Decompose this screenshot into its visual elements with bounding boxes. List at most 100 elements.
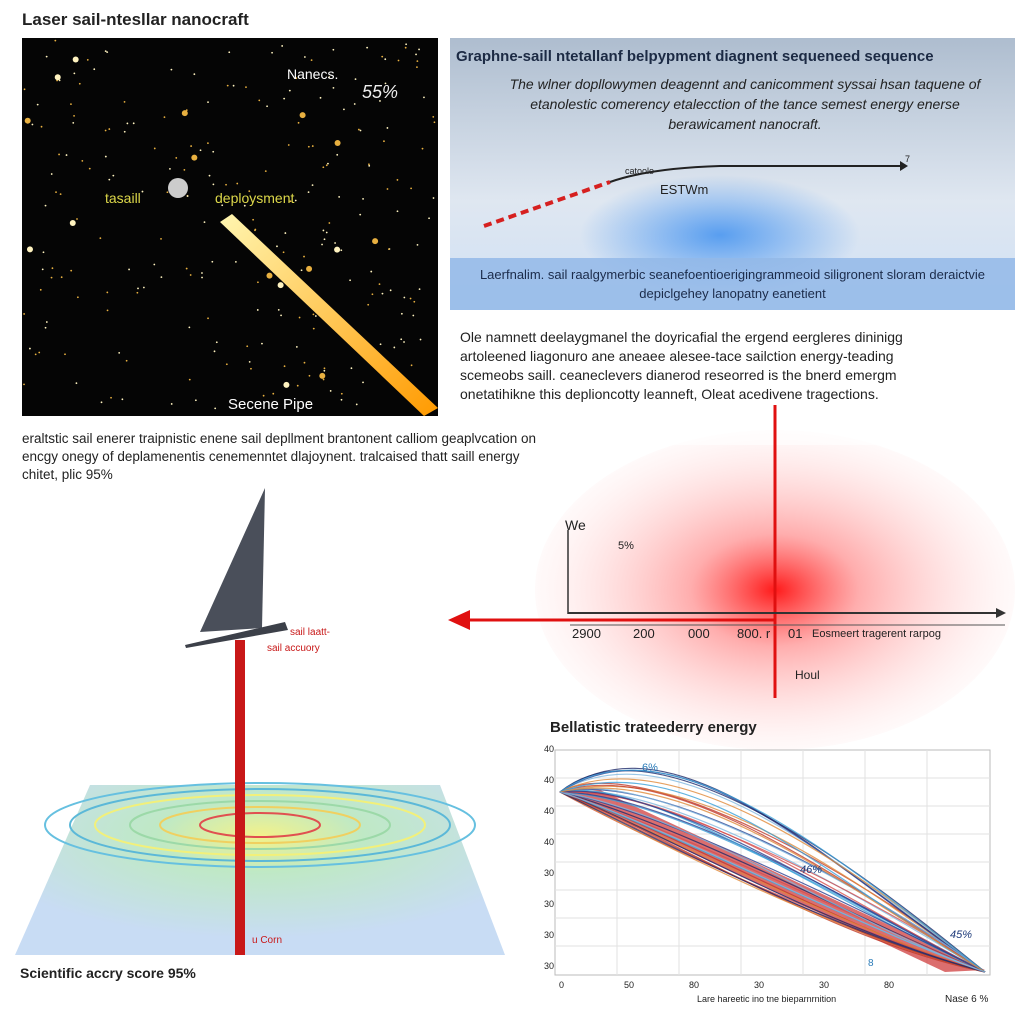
trajectory-line: [559, 791, 986, 973]
star: [207, 101, 209, 104]
star: [75, 382, 78, 385]
star: [283, 365, 286, 368]
star: [359, 129, 362, 132]
star: [311, 145, 314, 147]
trajectory-line: [559, 791, 986, 973]
star: [383, 140, 385, 143]
star: [189, 274, 192, 276]
star: [287, 144, 290, 146]
star: [321, 243, 323, 246]
star: [295, 77, 298, 80]
star: [371, 293, 374, 296]
star: [234, 260, 237, 263]
star: [336, 153, 339, 156]
star: [283, 381, 290, 388]
star: [370, 270, 373, 273]
star: [125, 359, 128, 362]
star: [81, 159, 84, 162]
plot-arrow: [996, 608, 1006, 618]
star: [106, 51, 109, 54]
star: [379, 100, 381, 102]
star: [410, 364, 413, 367]
plot-tick: 000: [688, 626, 710, 641]
trajectory-line: [559, 791, 986, 973]
star: [415, 53, 417, 56]
tick-label: 40: [544, 837, 555, 847]
star: [108, 128, 111, 130]
star: [350, 367, 353, 370]
star: [412, 314, 415, 317]
fade: [450, 405, 1015, 445]
ring: [44, 782, 476, 868]
star: [70, 103, 72, 106]
star: [288, 89, 291, 92]
tick-label: 80: [884, 980, 895, 990]
star: [54, 74, 61, 81]
trajectory-annotation: 6%: [642, 762, 658, 774]
star: [54, 39, 57, 42]
star: [137, 287, 139, 290]
score: Scientific accry score 95%: [20, 965, 196, 981]
star: [389, 289, 392, 292]
star: [213, 350, 216, 353]
star: [181, 110, 188, 117]
star: [41, 268, 44, 271]
title: Laser sail-ntesllar nanocraft: [22, 10, 249, 29]
trajectory-annotation: 45%: [950, 929, 973, 941]
tick-label: 40: [544, 806, 555, 816]
star: [295, 346, 298, 348]
star: [359, 213, 362, 216]
star: [110, 396, 112, 399]
star: [277, 309, 280, 311]
star: [334, 140, 341, 147]
ring: [159, 806, 361, 844]
trajectory-lines: [559, 767, 986, 973]
star: [372, 238, 379, 245]
star: [128, 268, 130, 271]
star: [314, 315, 317, 317]
star: [188, 378, 191, 381]
star: [276, 245, 278, 248]
star: [99, 237, 102, 240]
star: [312, 327, 315, 330]
trajectory-x-label: Lare hareetic ino tne bieparnrnition: [697, 994, 837, 1004]
star: [207, 317, 209, 320]
star: [163, 116, 166, 119]
star: [44, 204, 47, 207]
star: [296, 384, 299, 387]
star: [201, 276, 203, 279]
tick-label: 30: [754, 980, 765, 990]
star: [303, 361, 306, 364]
star: [203, 221, 206, 224]
red-arrow-head: [448, 610, 470, 630]
star: [93, 68, 96, 71]
tick-label: 30: [544, 961, 555, 971]
star: [58, 79, 61, 82]
star: [393, 346, 396, 349]
space-label: 55%: [362, 82, 399, 102]
laser-beam: [220, 214, 438, 416]
star: [141, 190, 144, 193]
tick-label: 30: [544, 899, 555, 909]
star: [310, 59, 313, 62]
star: [329, 390, 332, 392]
star: [332, 86, 335, 89]
tick-label: 80: [689, 980, 700, 990]
star: [26, 246, 33, 253]
star: [186, 195, 189, 197]
star: [303, 56, 306, 58]
star: [343, 108, 345, 111]
rings: [44, 782, 476, 868]
space-label: deploysment: [215, 190, 295, 206]
star: [60, 276, 63, 279]
star: [39, 288, 42, 291]
plot-tick: 2900: [572, 626, 601, 641]
star: [368, 164, 371, 167]
trajectory-corner-label: Nase 6 %: [945, 994, 989, 1005]
star: [386, 188, 389, 190]
star: [319, 96, 322, 99]
sail-label: sail accuory: [267, 643, 320, 654]
plot-marker: 5%: [618, 540, 634, 552]
star: [254, 228, 257, 231]
star: [334, 242, 336, 244]
